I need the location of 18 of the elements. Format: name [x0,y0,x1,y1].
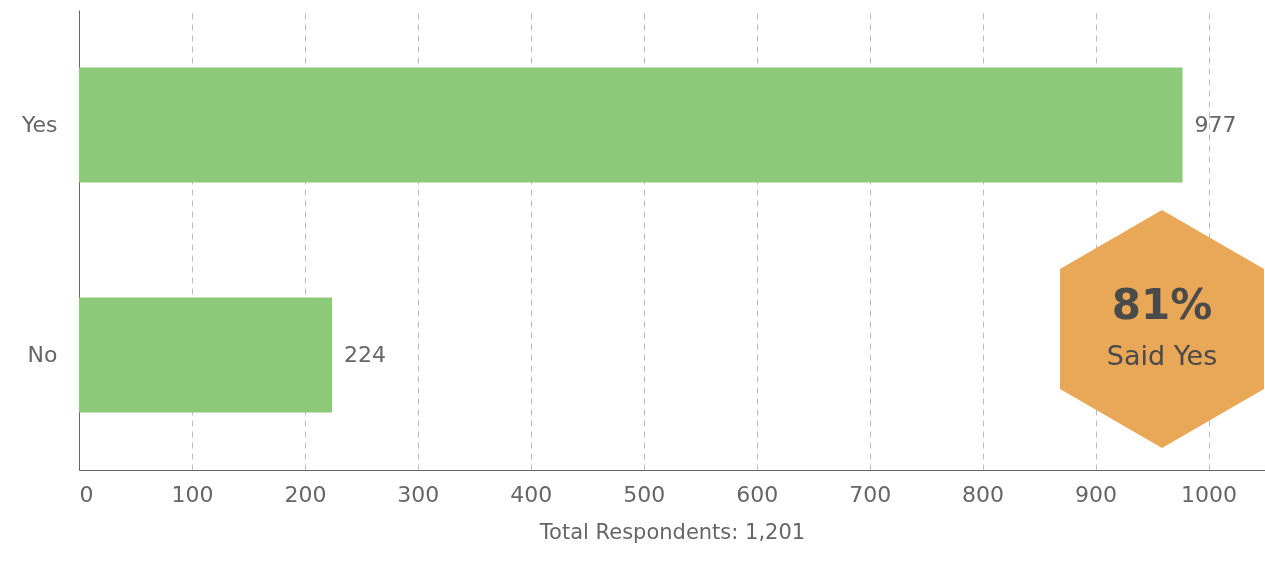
x-tick-label: 100 [171,481,214,507]
annotation: 81% [1110,280,1214,329]
x-tick-label: 400 [510,481,553,507]
data-label: 977 [1194,112,1237,137]
x-tick-label: 500 [623,481,666,507]
data-label: 224 [344,342,387,367]
x-tick-label: 300 [397,481,440,507]
x-axis-title: Total Respondents: 1,201 [538,519,806,544]
x-tick-label: 1000 [1181,481,1238,507]
y-tick-label: No [27,342,58,367]
x-tick-label: 0 [79,481,94,507]
x-tick-label: 700 [849,481,892,507]
x-tick-label: 200 [284,481,327,507]
x-tick-label: 800 [962,481,1005,507]
annotation: Said Yes [1105,340,1219,371]
x-tick-label: 600 [736,481,779,507]
y-tick-label: Yes [20,112,58,137]
x-tick-label: 900 [1075,481,1118,507]
